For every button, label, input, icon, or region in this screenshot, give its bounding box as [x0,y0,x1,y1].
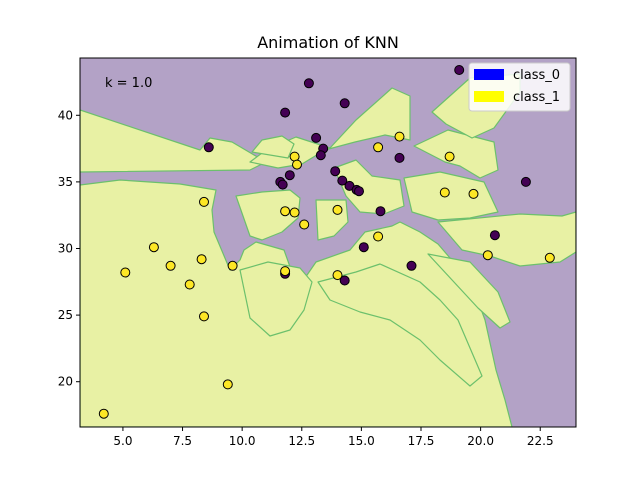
point-class-1 [280,206,291,217]
point-class-1 [199,196,209,207]
point-class-0 [520,176,531,187]
point-class-0 [203,142,214,153]
point-class-1 [227,260,238,271]
x-tick-label: 17.5 [408,434,435,448]
y-tick-label: 30 [58,241,73,255]
x-tick-label: 12.5 [288,434,315,448]
point-class-1 [148,242,159,253]
point-class-0 [284,170,295,181]
class-1-region [235,189,301,241]
point-class-0 [375,206,386,217]
point-class-0 [358,242,369,253]
point-class-1 [373,231,384,242]
point-class-1 [222,379,233,390]
k-annotation: k = 1.0 [105,76,152,91]
class-1-region [413,129,499,179]
point-class-0 [406,260,417,271]
legend-swatch-class-1 [474,91,504,102]
point-class-0 [489,230,500,241]
point-class-1 [439,187,450,198]
class-1-region [427,253,511,329]
legend-label-class-1: class_1 [513,90,560,105]
plot-frame [79,57,577,428]
point-class-1 [394,131,405,142]
point-class-0 [303,78,314,89]
point-class-1 [482,250,493,261]
point-class-0 [277,179,288,190]
point-class-0 [454,65,465,75]
point-class-1 [184,279,195,290]
point-class-0 [339,98,350,109]
y-axis-ticks: 20 25 30 35 40 [58,108,80,389]
class-1-region [251,135,295,159]
x-tick-label: 20.0 [467,434,494,448]
point-class-1 [299,219,310,230]
point-class-1 [373,142,384,153]
point-class-1 [196,254,207,265]
y-tick-label: 20 [58,375,73,389]
class-1-region [333,159,405,215]
point-class-0 [394,152,405,163]
class-1-region [239,261,313,337]
legend: class_0 class_1 [468,62,571,112]
chart-title: Animation of KNN [257,33,399,52]
point-class-1 [120,267,131,278]
class-1-region [437,211,576,267]
point-class-1 [289,207,300,218]
point-class-1 [444,151,455,162]
point-class-0 [354,186,364,197]
data-points [98,65,555,419]
y-tick-label: 35 [58,175,73,189]
point-class-0 [311,132,322,143]
class-1-region [317,263,483,387]
y-tick-label: 40 [58,108,73,122]
point-class-1 [332,204,343,215]
point-class-1 [332,270,343,281]
point-class-0 [330,166,341,177]
point-class-1 [292,159,302,170]
legend-swatch-class-0 [474,69,504,80]
x-tick-label: 10.0 [229,434,256,448]
x-tick-label: 22.5 [527,434,554,448]
point-class-1 [468,188,479,199]
point-class-1 [165,260,176,271]
class-1-region [403,171,499,221]
point-class-0 [315,150,326,161]
point-class-0 [280,107,291,118]
legend-label-class-0: class_0 [513,68,560,83]
x-tick-label: 7.5 [173,434,192,448]
point-class-1 [98,408,109,419]
class-1-region [80,109,267,173]
y-tick-label: 25 [58,308,73,322]
point-class-0 [337,175,348,186]
point-class-1 [199,311,209,322]
point-class-1 [280,266,291,277]
x-tick-label: 5.0 [113,434,132,448]
point-class-0 [339,275,350,286]
x-axis-ticks: 5.0 7.5 10.0 12.5 15.0 17.5 20.0 22.5 [113,427,554,448]
x-tick-label: 15.0 [348,434,375,448]
point-class-1 [544,252,555,263]
